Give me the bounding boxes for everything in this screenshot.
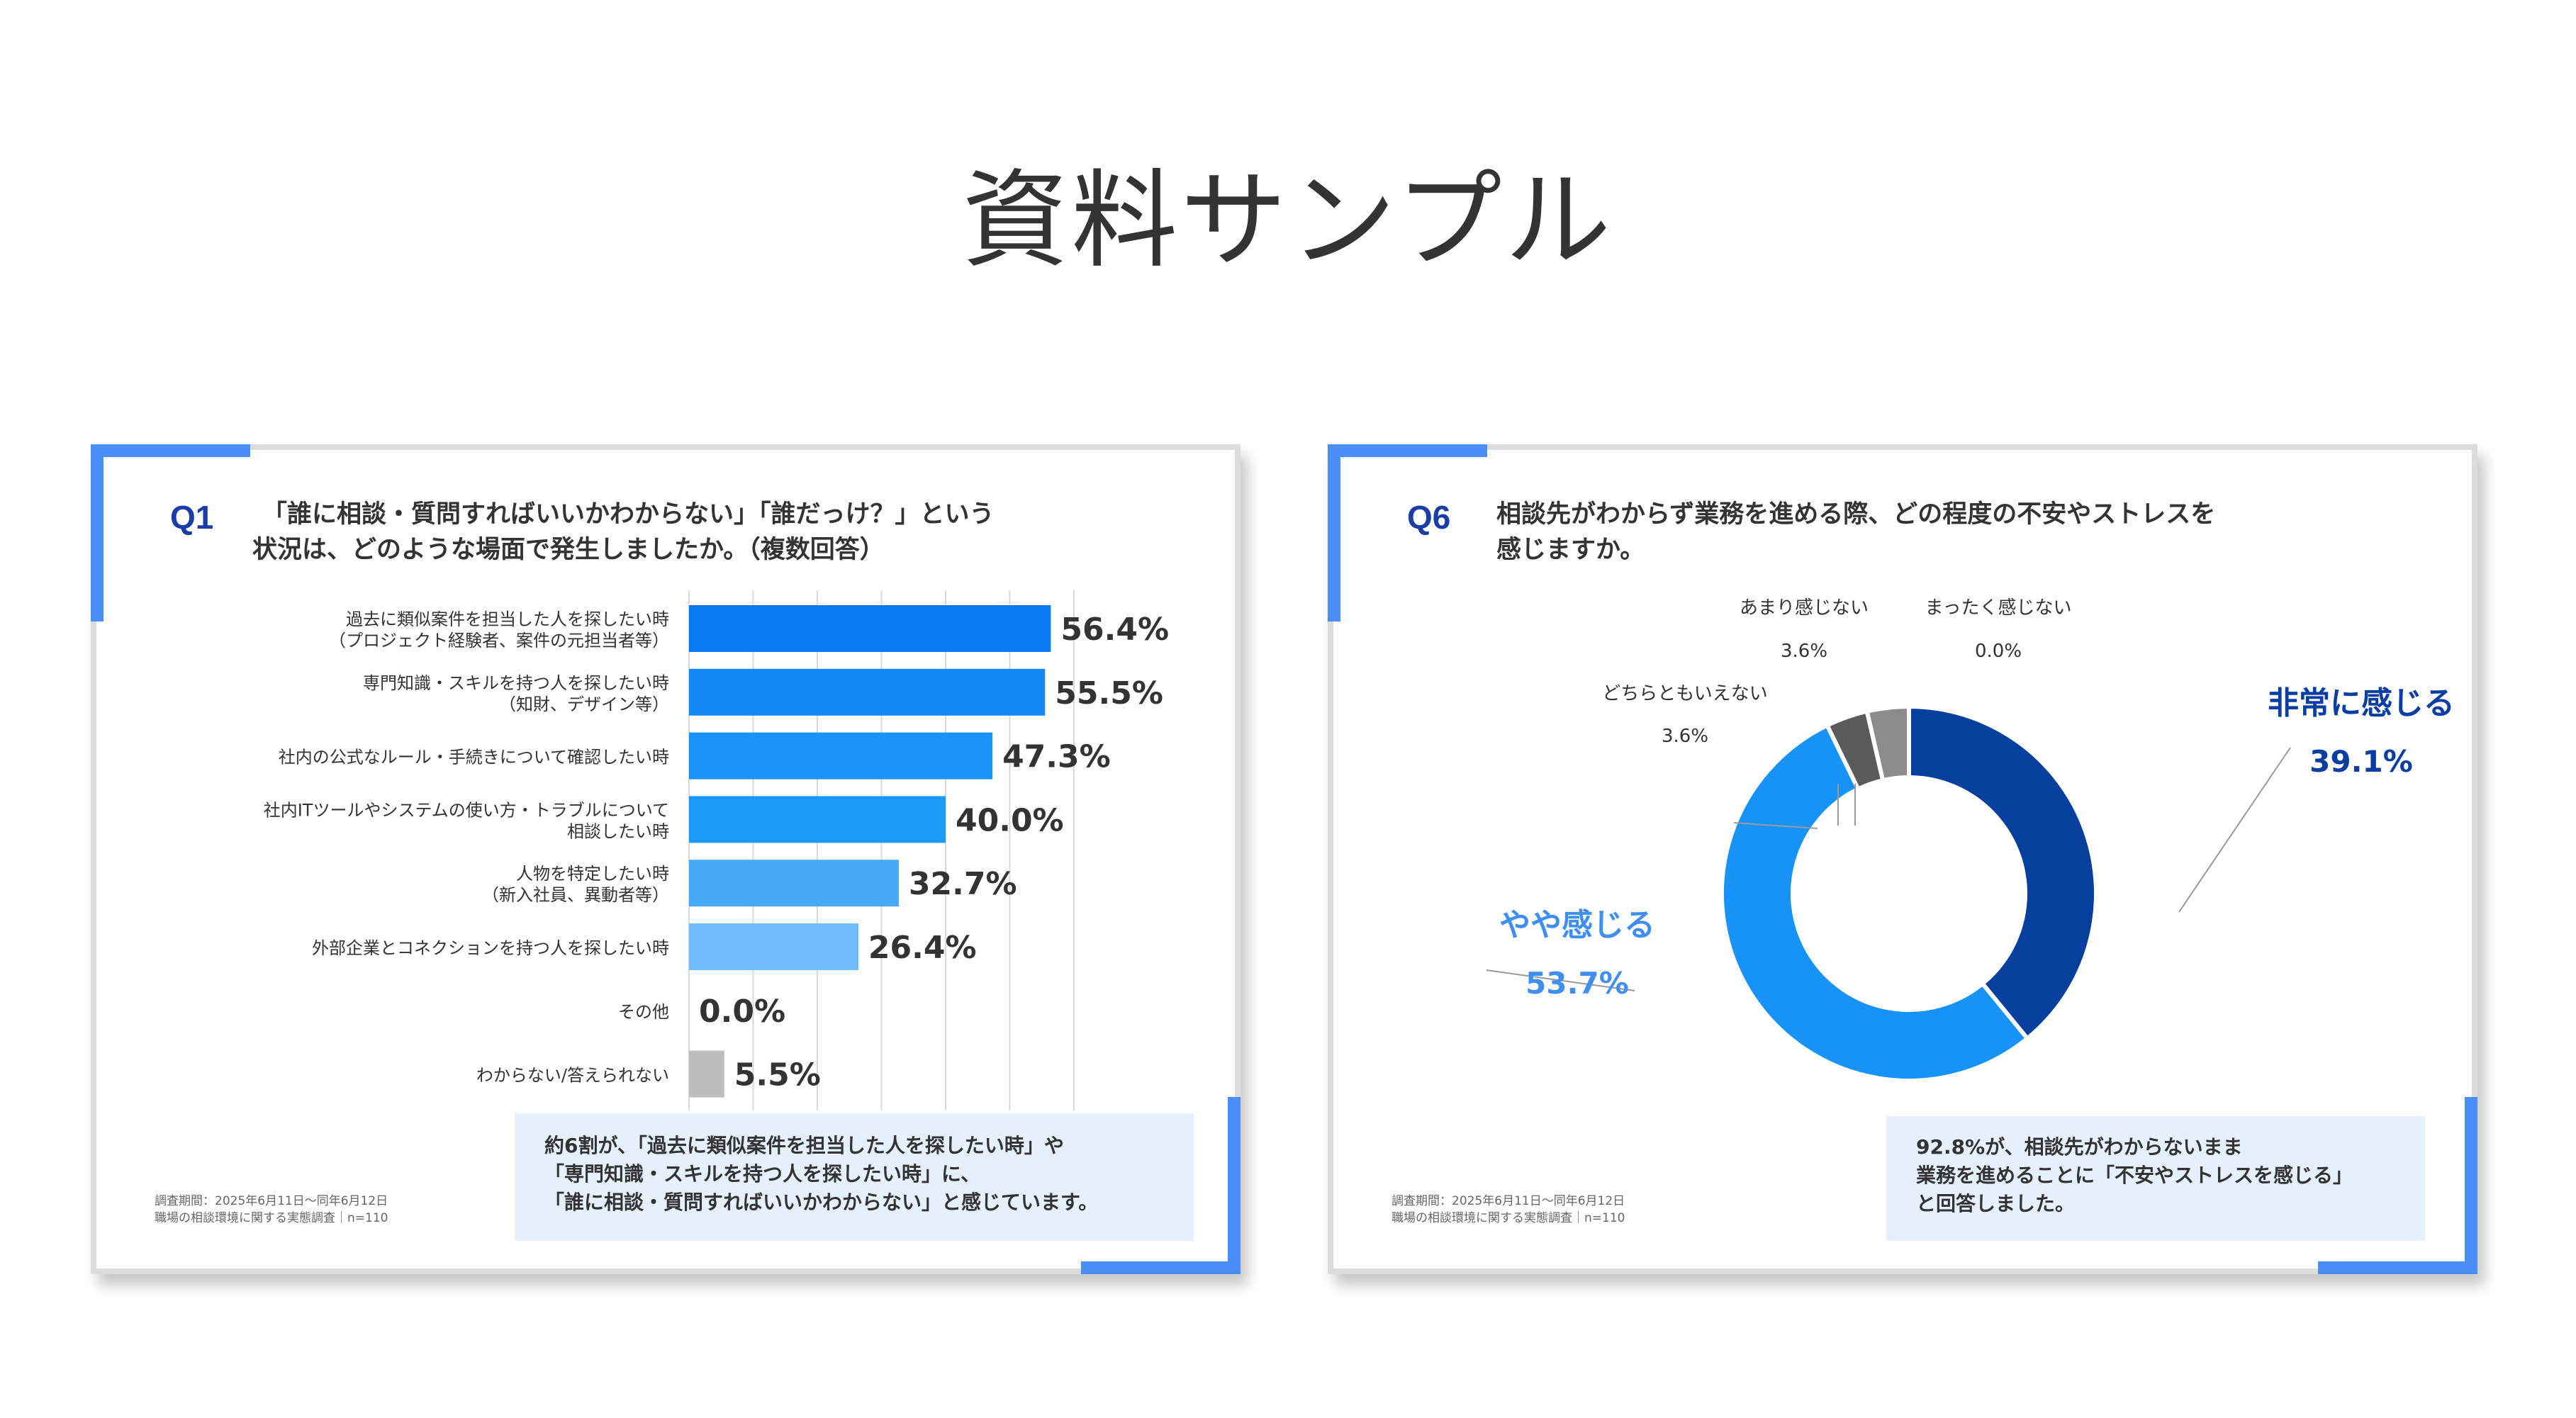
bar [689, 1050, 724, 1098]
slice-label: 非常に感じる [2268, 685, 2455, 721]
slice-label: まったく感じない [1925, 597, 2072, 619]
summary-line: 「専門知識・スキルを持つ人を探したい時」に、 [544, 1162, 981, 1186]
bar-value-label: 26.4% [868, 930, 977, 966]
corner-accent [1081, 1261, 1241, 1274]
question-text: 「誰に相談・質問すればいいかわからない」「誰だっけ？」という 状況は、どのような… [252, 497, 995, 568]
category-label: （プロジェクト経験者、案件の元担当者等） [329, 631, 669, 651]
slice-label: どちらともいえない [1602, 683, 1767, 704]
corner-accent [1228, 1097, 1241, 1274]
category-label: その他 [618, 1002, 669, 1022]
leader-line [1733, 822, 1818, 829]
bar-value-label: 55.5% [1055, 675, 1163, 711]
bar-value-label: 32.7% [909, 866, 1017, 902]
category-label: 相談したい時 [567, 821, 669, 841]
corner-accent [2465, 1097, 2477, 1274]
category-label: 社内の公式なルール・手続きについて確認したい時 [279, 748, 669, 767]
category-label: 外部企業とコネクションを持つ人を探したい時 [312, 938, 669, 958]
bar [689, 923, 858, 970]
summary-line: 約6割が、「過去に類似案件を担当した人を探したい時」や [544, 1134, 1064, 1157]
summary-line: と回答しました。 [1916, 1192, 2076, 1215]
donut-slice [1864, 704, 1911, 783]
category-label: （新入社員、異動者等） [482, 885, 669, 905]
bar [689, 732, 993, 780]
survey-note: 調査期間：2025年6月11日〜同年6月12日 職場の相談環境に関する実態調査｜… [155, 1193, 388, 1227]
bar [689, 860, 899, 907]
page-title: 資料サンプル [962, 159, 1614, 283]
corner-accent [91, 444, 250, 457]
category-label: 社内ITツールやシステムの使い方・トラブルについて [264, 800, 669, 820]
survey-note-line: 調査期間：2025年6月11日〜同年6月12日 [155, 1194, 388, 1208]
summary-line: 92.8%が、相談先がわからないまま [1916, 1135, 2243, 1159]
slice-value-label: 53.7% [1525, 966, 1629, 1001]
q6-card: Q6 相談先がわからず業務を進める際、どの程度の不安やストレスを 感じますか。 … [1328, 444, 2477, 1274]
bar-value-label: 47.3% [1002, 739, 1111, 775]
slice-label: あまり感じない [1740, 597, 1869, 619]
question-text: 相談先がわからず業務を進める際、どの程度の不安やストレスを 感じますか。 [1496, 497, 2215, 568]
question-number: Q1 [170, 499, 214, 536]
corner-accent [2318, 1261, 2477, 1274]
q1-card: Q1 「誰に相談・質問すればいいかわからない」「誰だっけ？」という 状況は、どの… [91, 444, 1241, 1274]
summary-box: 約6割が、「過去に類似案件を担当した人を探したい時」や 「専門知識・スキルを持つ… [515, 1113, 1194, 1241]
bar-value-label: 0.0% [699, 994, 785, 1030]
leader-line [1486, 969, 1635, 991]
survey-note-line: 職場の相談環境に関する実態調査｜n=110 [1391, 1211, 1625, 1225]
q6-donut-chart: 非常に感じる 39.1% やや感じる 53.7% どちらともいえない 3.6% あまり感じな… [1486, 597, 2455, 1083]
slice-label: やや感じる [1499, 907, 1655, 943]
slice-value-label: 3.6% [1662, 726, 1708, 747]
summary-line: 業務を進めることに「不安やストレスを感じる」 [1916, 1164, 2353, 1187]
donut-slice [1907, 704, 2098, 1041]
question-line: 感じますか。 [1496, 536, 1645, 564]
question-line: 状況は、どのような場面で発生しましたか。（複数回答） [252, 536, 885, 564]
donut-slice [1720, 723, 2029, 1083]
summary-line: 「誰に相談・質問すればいいかわからない」と感じています。 [544, 1191, 1099, 1214]
question-line: 「誰に相談・質問すればいいかわからない」「誰だっけ？」という [262, 500, 995, 529]
category-label: 過去に類似案件を担当した人を探したい時 [346, 609, 669, 629]
slice-value-label: 39.1% [2309, 744, 2413, 779]
corner-accent [1328, 444, 1487, 457]
leader-line [2178, 747, 2291, 913]
survey-note-line: 職場の相談環境に関する実態調査｜n=110 [155, 1211, 388, 1225]
corner-accent [1328, 444, 1340, 621]
summary-box: 92.8%が、相談先がわからないまま 業務を進めることに「不安やストレスを感じる… [1886, 1116, 2425, 1241]
bar [689, 796, 946, 843]
slice-value-label: 0.0% [1975, 641, 2022, 662]
slice-value-label: 3.6% [1781, 641, 1827, 662]
corner-accent [91, 444, 103, 621]
category-label: （知財、デザイン等） [499, 694, 669, 714]
bar-value-label: 5.5% [734, 1057, 821, 1093]
category-label: 専門知識・スキルを持つ人を探したい時 [363, 673, 669, 693]
bar-value-label: 56.4% [1060, 612, 1169, 648]
survey-note: 調査期間：2025年6月11日〜同年6月12日 職場の相談環境に関する実態調査｜… [1391, 1193, 1625, 1227]
question-line: 相談先がわからず業務を進める際、どの程度の不安やストレスを [1496, 500, 2216, 529]
question-number: Q6 [1407, 499, 1451, 536]
q1-bar-chart: 56.4% 過去に類似案件を担当した人を探したい時（プロジェクト経験者、案件の元担… [264, 590, 1169, 1110]
bar [689, 668, 1046, 716]
survey-note-line: 調査期間：2025年6月11日〜同年6月12日 [1391, 1194, 1625, 1208]
bar [689, 605, 1051, 652]
category-label: わからない/答えられない [476, 1066, 669, 1086]
category-label: 人物を特定したい時 [516, 864, 669, 884]
bar-value-label: 40.0% [956, 802, 1064, 838]
